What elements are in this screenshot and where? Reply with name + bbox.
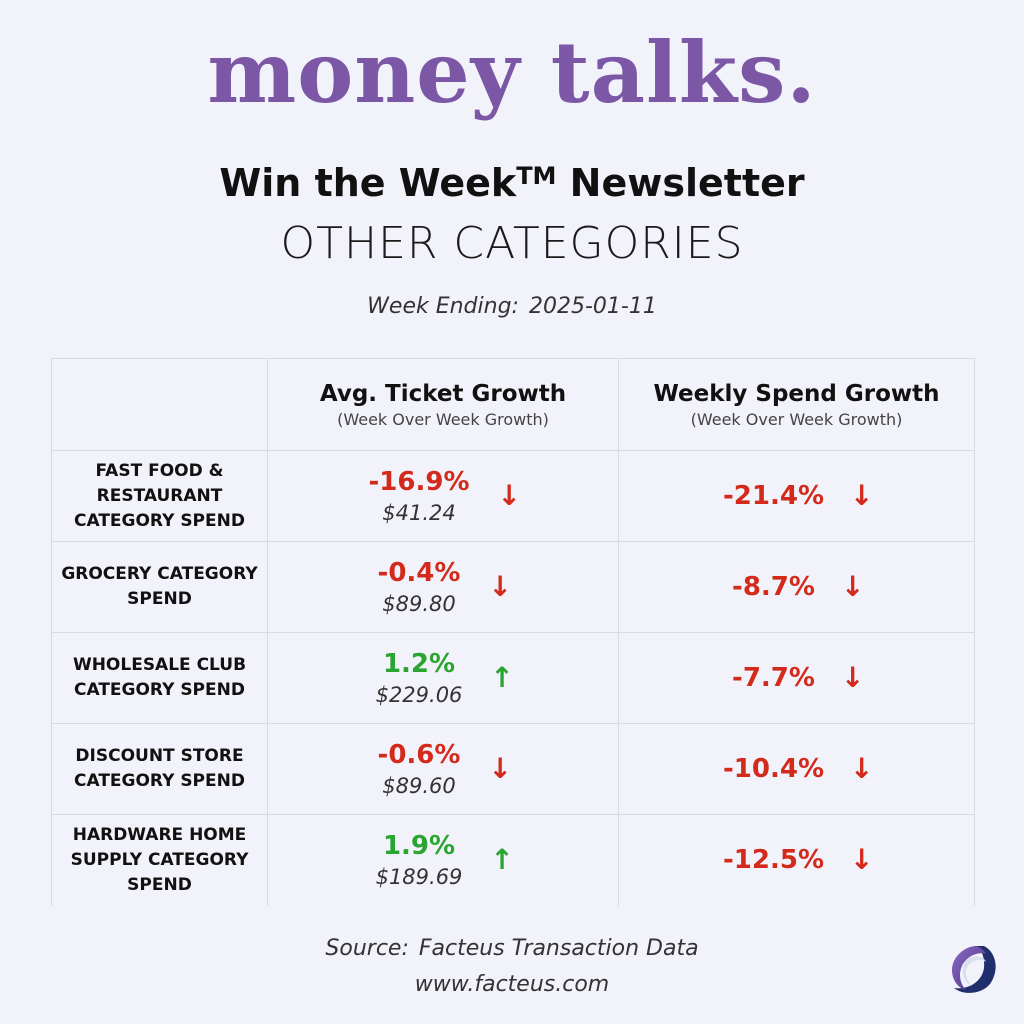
ticket-amount-value: $189.69 bbox=[375, 865, 463, 890]
week-label: Week Ending: bbox=[367, 294, 519, 319]
spend-growth-value: -7.7% bbox=[732, 663, 815, 693]
ticket-cell: 1.2% $229.06 ↑ bbox=[267, 632, 619, 724]
week-ending: Week Ending: 2025-01-11 bbox=[0, 290, 1024, 324]
section-title: OTHER CATEGORIES bbox=[280, 218, 744, 269]
ticket-growth-value: -0.4% bbox=[377, 558, 461, 588]
newsletter-name: Win the Week bbox=[219, 161, 517, 205]
ticket-arrow-icon: ↑ bbox=[490, 661, 514, 694]
table-header-row: Avg. Ticket Growth (Week Over Week Growt… bbox=[51, 358, 975, 451]
ticket-growth-value: -16.9% bbox=[368, 467, 470, 497]
categories-table: Avg. Ticket Growth (Week Over Week Growt… bbox=[51, 358, 975, 906]
ticket-cell: -16.9% $41.24 ↓ bbox=[267, 450, 619, 542]
table-row: WHOLESALE CLUB CATEGORY SPEND 1.2% $229.… bbox=[51, 632, 975, 724]
facteus-logo-icon bbox=[952, 946, 996, 993]
category-label: GROCERY CATEGORY SPEND bbox=[51, 541, 268, 633]
header-empty-cell bbox=[51, 358, 268, 451]
ticket-amount-value: $229.06 bbox=[375, 683, 463, 707]
spend-cell: -10.4% ↓ bbox=[618, 723, 975, 815]
ticket-growth-value: 1.2% bbox=[382, 649, 456, 679]
ticket-amount-value: $89.60 bbox=[382, 774, 456, 798]
ticket-arrow-icon: ↑ bbox=[490, 843, 514, 877]
ticket-cell: -0.4% $89.80 ↓ bbox=[267, 541, 619, 633]
header-spend-growth: Weekly Spend Growth (Week Over Week Grow… bbox=[618, 358, 975, 451]
ticket-growth-value: -0.6% bbox=[377, 740, 461, 770]
column-title: Weekly Spend Growth bbox=[653, 380, 940, 407]
column-subtitle: (Week Over Week Growth) bbox=[337, 409, 549, 429]
spend-arrow-icon: ↓ bbox=[840, 570, 865, 603]
category-label: FAST FOOD & RESTAURANT CATEGORY SPEND bbox=[51, 450, 268, 542]
ticket-growth-value: 1.9% bbox=[382, 831, 456, 862]
category-label: DISCOUNT STORE CATEGORY SPEND bbox=[51, 723, 268, 815]
spend-growth-value: -12.5% bbox=[723, 845, 824, 876]
table-row: HARDWARE HOME SUPPLY CATEGORY SPEND 1.9%… bbox=[51, 814, 975, 906]
brand-title: money talks. bbox=[207, 23, 817, 122]
website-link[interactable]: www.facteus.com bbox=[414, 972, 610, 997]
spend-cell: -7.7% ↓ bbox=[618, 632, 975, 724]
ticket-amount-value: $41.24 bbox=[382, 501, 456, 525]
ticket-arrow-icon: ↓ bbox=[497, 479, 521, 512]
spend-cell: -21.4% ↓ bbox=[618, 450, 975, 542]
table-row: DISCOUNT STORE CATEGORY SPEND -0.6% $89.… bbox=[51, 723, 975, 815]
week-date: 2025-01-11 bbox=[528, 294, 657, 319]
source-line: Source: Facteus Transaction Data bbox=[0, 932, 1024, 966]
newsletter-suffix: Newsletter bbox=[556, 161, 805, 205]
spend-arrow-icon: ↓ bbox=[850, 479, 874, 512]
ticket-arrow-icon: ↓ bbox=[488, 570, 512, 603]
column-title: Avg. Ticket Growth bbox=[319, 380, 567, 407]
spend-cell: -12.5% ↓ bbox=[618, 814, 975, 906]
table-row: FAST FOOD & RESTAURANT CATEGORY SPEND -1… bbox=[51, 450, 975, 542]
column-subtitle: (Week Over Week Growth) bbox=[690, 409, 903, 429]
category-label: HARDWARE HOME SUPPLY CATEGORY SPEND bbox=[51, 814, 268, 906]
spend-growth-value: -10.4% bbox=[723, 754, 824, 784]
ticket-cell: -0.6% $89.60 ↓ bbox=[267, 723, 619, 815]
spend-cell: -8.7% ↓ bbox=[618, 541, 975, 633]
source-value: Facteus Transaction Data bbox=[418, 936, 699, 961]
table-row: GROCERY CATEGORY SPEND -0.4% $89.80 ↓ -8… bbox=[51, 541, 975, 633]
ticket-arrow-icon: ↓ bbox=[488, 752, 512, 785]
spend-growth-value: -21.4% bbox=[723, 481, 824, 511]
spend-arrow-icon: ↓ bbox=[850, 843, 874, 877]
newsletter-title: Win the WeekTM Newsletter bbox=[0, 152, 1024, 207]
spend-arrow-icon: ↓ bbox=[850, 752, 874, 785]
ticket-cell: 1.9% $189.69 ↑ bbox=[267, 814, 619, 906]
trademark: TM bbox=[516, 162, 557, 190]
ticket-amount-value: $89.80 bbox=[382, 592, 456, 616]
spend-arrow-icon: ↓ bbox=[840, 661, 865, 694]
header-ticket-growth: Avg. Ticket Growth (Week Over Week Growt… bbox=[267, 358, 619, 451]
category-label: WHOLESALE CLUB CATEGORY SPEND bbox=[51, 632, 268, 724]
source-label: Source: bbox=[325, 936, 409, 961]
spend-growth-value: -8.7% bbox=[732, 572, 815, 602]
